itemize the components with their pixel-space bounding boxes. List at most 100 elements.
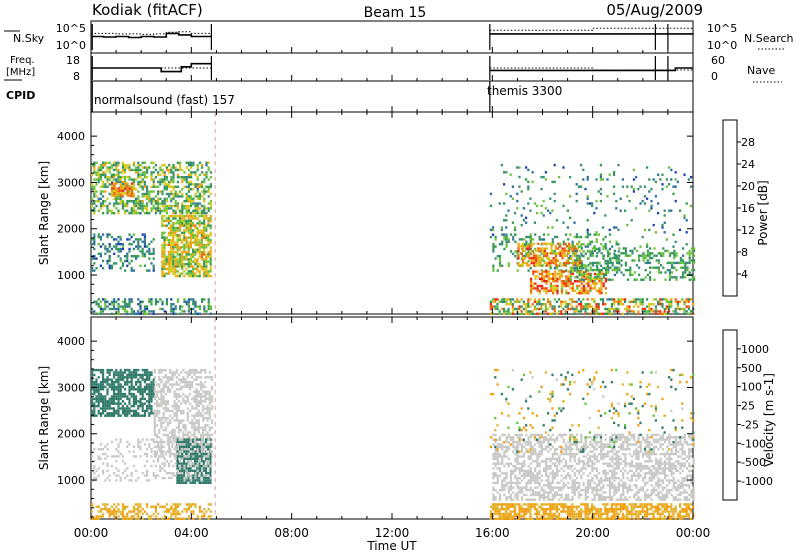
power-cell-1074 (183, 255, 186, 259)
power-cell-2372 (539, 264, 542, 267)
power-cell-2528 (589, 276, 592, 279)
power-cell-819 (137, 238, 140, 241)
power-cell-609 (201, 166, 204, 169)
velocity-cell-271 (132, 371, 135, 374)
power-cell-925 (167, 241, 170, 244)
power-cell-583 (196, 166, 199, 169)
power-cell-1523 (507, 312, 510, 315)
velocity-cell-1126 (198, 469, 201, 472)
velocity-cell-1308 (146, 474, 149, 477)
velocity-cell-640 (177, 419, 181, 422)
power-cell-1637 (573, 310, 576, 313)
power-cell-1198 (196, 274, 199, 278)
power-cell-2790 (505, 226, 508, 229)
power-cell-2399 (550, 242, 553, 245)
power-cell-1056 (181, 262, 184, 266)
power-cell-2284 (598, 289, 601, 292)
power-cell-1726 (624, 300, 627, 303)
velocity-cell-1842 (571, 505, 574, 508)
power-cell-712 (91, 269, 94, 272)
power-cell-710 (91, 257, 94, 260)
power-cell-2410 (552, 261, 555, 265)
velocity-cell-1873 (584, 510, 587, 513)
power-cell-2952 (646, 243, 649, 246)
power-cell-2931 (628, 199, 631, 203)
power-cell-323 (148, 190, 151, 193)
velocity-cell-1427 (196, 448, 199, 451)
power-cell-2463 (572, 254, 575, 257)
power-cell-2457 (570, 257, 573, 260)
velocity-cell-1657 (494, 508, 497, 511)
power-cell-1449 (187, 298, 190, 301)
power-cell-2282 (598, 280, 601, 283)
power-cell-2021 (582, 250, 585, 253)
velocity-cell-1714 (516, 503, 519, 506)
power-cell-2789 (505, 219, 508, 222)
power-cell-2998 (676, 180, 679, 184)
velocity-cell-551 (169, 371, 172, 374)
power-cell-1270 (205, 260, 208, 263)
power-cell-1000 (174, 272, 177, 275)
power-cell-97 (108, 176, 111, 179)
power-cell-443 (170, 185, 173, 188)
velocity-cell-1098 (193, 481, 197, 484)
velocity-cell-1640 (207, 515, 210, 518)
power-cell-1882 (512, 238, 515, 241)
power-cell-918 (167, 217, 170, 220)
power-cell-1438 (176, 300, 179, 303)
velocity-cell-440 (155, 424, 159, 427)
velocity-cell-1663 (496, 508, 499, 511)
power-cell-1876 (507, 240, 510, 243)
velocity-cell-364 (148, 371, 151, 374)
power-cell-2711 (673, 254, 676, 257)
velocity-cell-249 (128, 390, 131, 393)
power-cell-2862 (569, 175, 572, 179)
velocity-cell-90 (104, 385, 107, 389)
power-cell-892 (163, 243, 166, 247)
velocity-cell-259 (130, 376, 133, 379)
velocity-cell-1924 (606, 510, 609, 513)
power-cell-814 (132, 269, 135, 272)
power-cell-2082 (615, 259, 618, 263)
power-cell-554 (190, 188, 193, 191)
power-cell-1315 (93, 300, 96, 303)
power-cell-2717 (675, 254, 678, 257)
power-cell-730 (99, 238, 102, 241)
power-cell-2421 (557, 252, 560, 255)
velocity-cell-298 (135, 414, 138, 417)
power-cell-664 (111, 192, 114, 195)
velocity-cell-753 (191, 404, 194, 408)
power-cell-1412 (154, 298, 157, 301)
power-cell-459 (172, 192, 175, 196)
power-cell-282 (141, 173, 144, 176)
power-cell-147 (117, 197, 120, 200)
power-cell-272 (139, 183, 142, 186)
power-cell-1300 (209, 238, 212, 242)
velocity-cell-129 (110, 380, 113, 384)
power-cell-2048 (597, 233, 601, 236)
power-cell-790 (124, 259, 127, 263)
power-cell-0 (91, 164, 94, 167)
velocity-cell-1637 (205, 510, 208, 513)
velocity-cell-187 (117, 412, 120, 415)
velocity-cell-292 (135, 395, 138, 398)
velocity-cell-73 (102, 373, 105, 377)
power-cell-760 (110, 267, 113, 270)
power-cell-303 (143, 195, 146, 198)
velocity-cell-314 (139, 383, 142, 386)
power-cell-608 (201, 164, 204, 167)
power-cell-1492 (492, 298, 495, 301)
power-cell-163 (121, 161, 124, 164)
velocity-cell-1307 (146, 472, 149, 475)
velocity-cell-542 (166, 421, 170, 425)
velocity-cell-1525 (126, 517, 129, 520)
velocity-cell-1658 (494, 510, 497, 513)
power-cell-2630 (635, 249, 638, 253)
power-cell-1805 (670, 298, 673, 301)
power-cell-2961 (650, 207, 653, 210)
velocity-cell-1418 (190, 479, 193, 482)
power-cell-771 (117, 240, 120, 243)
power-cell-1567 (531, 310, 534, 313)
velocity-cell-1699 (509, 510, 512, 513)
power-cell-2209 (571, 284, 574, 288)
